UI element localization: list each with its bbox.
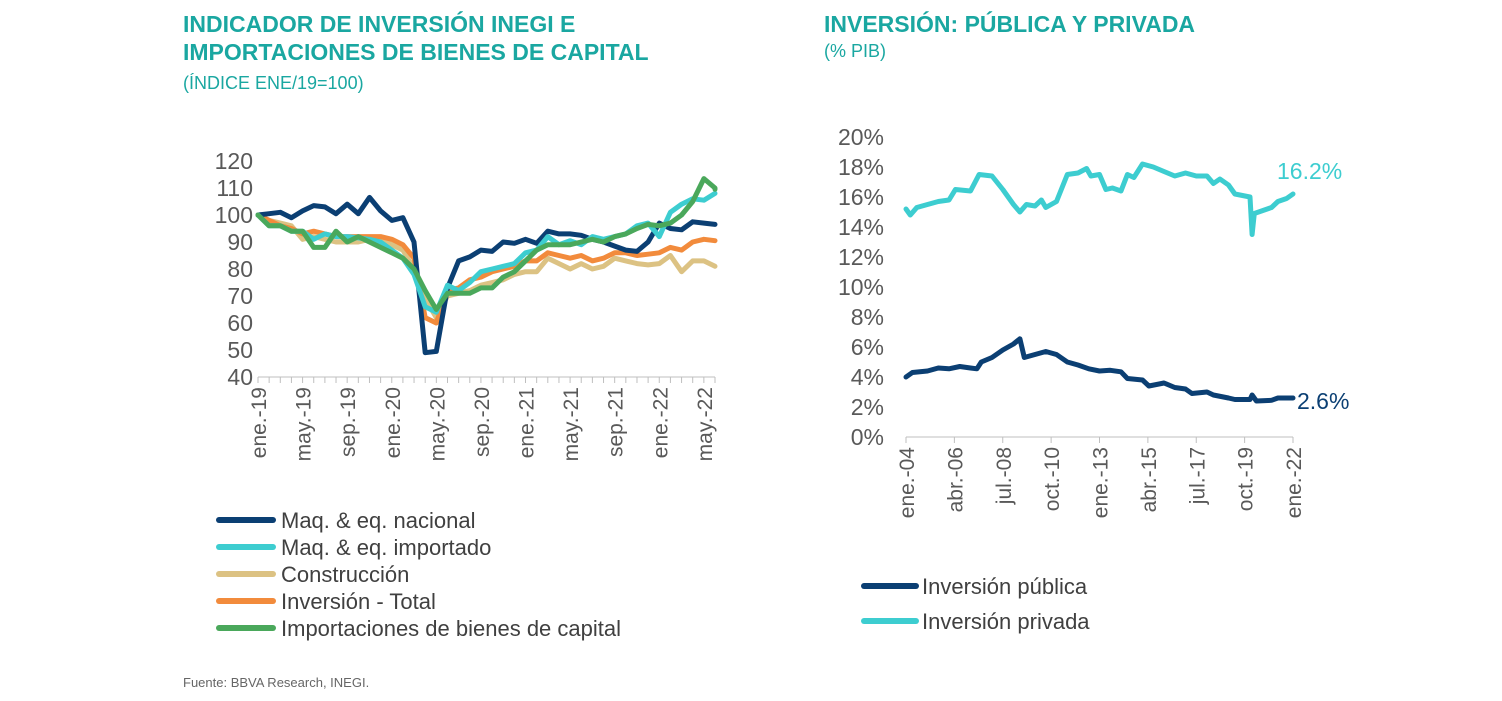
chart2-x-tick-label: abr.-15 (1138, 447, 1161, 512)
chart1-y-tick-label: 60 (227, 310, 253, 336)
chart1-x-tick-label: ene.-22 (649, 387, 672, 458)
chart2-legend-label: Inversión pública (922, 574, 1088, 599)
chart1-legend-label: Inversión - Total (281, 589, 436, 614)
chart2-series-inversion-privada (903, 161, 1296, 237)
chart2-public-private-investment: 20% 18% 16% 14% 12% 10% 8% 6% 4% 2% 0% ene.-04 abr.-… (838, 124, 1349, 634)
chart1-x-tick-label: ene.-20 (382, 387, 405, 458)
chart1-series-maq-eq-nacional (255, 194, 718, 356)
chart1-y-tick-label: 40 (227, 364, 253, 390)
chart2-x-tick-label: ene.-13 (1090, 447, 1113, 518)
chart1-legend-label: Maq. & eq. importado (281, 535, 491, 560)
chart1-x-tick-label: may.-21 (560, 387, 583, 461)
chart2-y-tick-label: 8% (851, 304, 884, 330)
chart1-y-tick-label: 110 (216, 175, 253, 201)
chart2-x-tick-label: ene.-22 (1283, 447, 1306, 518)
chart1-subtitle: (ÍNDICE ENE/19=100) (183, 73, 364, 93)
chart2-x-tick-label: jul.-17 (1186, 447, 1209, 505)
chart2-end-label-privada: 16.2% (1277, 158, 1342, 184)
chart1-legend-label: Maq. & eq. nacional (281, 508, 475, 533)
chart1-x-tick-label: sep.-19 (337, 387, 360, 457)
chart1-y-tick-label: 80 (227, 256, 253, 282)
chart1-y-tick-label: 120 (215, 148, 253, 174)
chart1-legend-label: Construcción (281, 562, 409, 587)
chart2-y-tick-label: 4% (851, 364, 884, 390)
chart1-y-tick-label: 100 (215, 202, 253, 228)
chart2-series-inversion-publica (903, 336, 1296, 404)
chart1-title-line2: IMPORTACIONES DE BIENES DE CAPITAL (183, 39, 649, 65)
chart1-x-tick-label: ene.-19 (248, 387, 271, 458)
chart2-subtitle: (% PIB) (824, 41, 887, 61)
chart1-y-tick-label: 70 (227, 283, 253, 309)
chart2-x-tick-label: oct.-19 (1235, 447, 1258, 511)
chart1-series-construccion (255, 212, 718, 321)
chart1-x-tick-label: may.-19 (293, 387, 316, 461)
chart2-y-tick-label: 12% (838, 244, 884, 270)
chart1-x-tick-label: may.-20 (426, 387, 449, 461)
chart1-title-line1: INDICADOR DE INVERSIÓN INEGI E (183, 11, 576, 37)
chart1-y-tick-label: 50 (227, 337, 253, 363)
chart2-y-tick-label: 14% (838, 214, 884, 240)
chart1-y-tick-label: 90 (227, 229, 253, 255)
chart2-x-tick-label: oct.-10 (1041, 447, 1064, 511)
chart2-y-tick-label: 6% (851, 334, 884, 360)
chart2-x-tick-label: ene.-04 (896, 447, 919, 519)
chart2-x-tick-label: jul.-08 (993, 447, 1016, 505)
chart2-legend-label: Inversión privada (922, 609, 1090, 634)
chart1-x-tick-label: ene.-21 (516, 387, 539, 458)
chart2-end-label-publica: 2.6% (1297, 388, 1349, 414)
chart2-y-tick-label: 20% (838, 124, 884, 150)
chart2-y-tick-label: 10% (838, 274, 884, 300)
chart2-y-tick-label: 0% (851, 424, 884, 450)
chart1-x-tick-label: sep.-20 (471, 387, 494, 457)
chart1-legend-label: Importaciones de bienes de capital (281, 616, 621, 641)
chart2-title: INVERSIÓN: PÚBLICA Y PRIVADA (824, 11, 1196, 37)
chart1-x-tick-label: sep.-21 (605, 387, 628, 457)
chart2-y-tick-label: 16% (838, 184, 884, 210)
chart2-y-tick-label: 18% (838, 154, 884, 180)
chart2-x-tick-label: abr.-06 (944, 447, 967, 512)
source-note: Fuente: BBVA Research, INEGI. (183, 675, 370, 690)
chart2-y-tick-label: 2% (851, 394, 884, 420)
chart1-x-tick-label: may.-22 (694, 387, 717, 461)
chart1-series-importaciones-de-bienes-de-capital (255, 176, 718, 312)
